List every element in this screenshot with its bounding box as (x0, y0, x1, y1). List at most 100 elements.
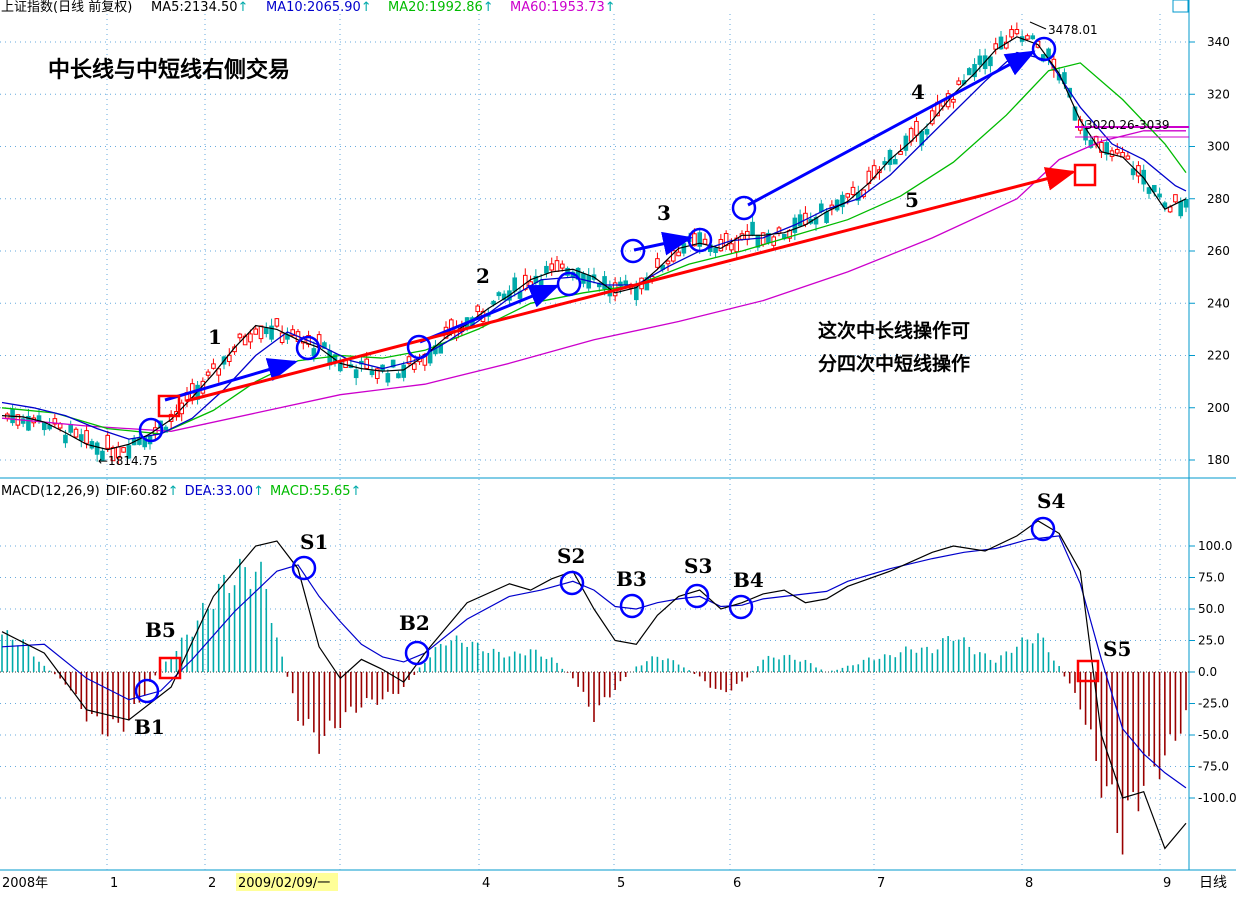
candle-body (100, 450, 105, 462)
high-price-label: 3478.01 (1048, 23, 1098, 37)
candle-body (840, 194, 845, 208)
candle-body (94, 442, 100, 455)
signal-label-b2: B2 (399, 611, 430, 635)
exit-square-long (1073, 163, 1097, 187)
candle-body (602, 276, 607, 289)
candle-body (977, 55, 983, 65)
candle-body (369, 370, 375, 376)
entry-circle-1 (138, 417, 164, 443)
candle-body (36, 415, 42, 421)
candle-body (512, 277, 518, 292)
candle-body (1162, 202, 1168, 208)
candle-body (121, 447, 126, 453)
month-label: 6 (733, 876, 741, 891)
candle-body (269, 325, 274, 340)
candle-body (211, 363, 216, 369)
month-label: 7 (877, 876, 885, 891)
candle-body (1030, 35, 1036, 40)
timeframe-label[interactable]: 日线 (1199, 875, 1227, 891)
entry-circle-2 (406, 334, 432, 360)
macd-circle-s3 (684, 583, 710, 609)
price-tick-label: 340 (1207, 35, 1230, 49)
candle-body (226, 354, 232, 362)
exit-circle-4 (1031, 36, 1057, 62)
signal-label-b1: B1 (134, 715, 165, 739)
macd-circle-s1 (291, 555, 317, 581)
arrow-trend-1 (164, 358, 298, 402)
price-tick-label: 240 (1207, 296, 1230, 310)
candle-body (966, 68, 972, 76)
candle-body (850, 186, 856, 196)
entry-circle-4 (731, 195, 757, 221)
candle-body (681, 243, 687, 254)
candle-body (290, 329, 296, 337)
panel-toggle-icon[interactable] (1172, 0, 1189, 13)
exit-circle-2 (556, 271, 582, 297)
candle-body (411, 363, 417, 370)
candle-body (20, 418, 26, 424)
header-index-name: 上证指数(日线 前复权) (1, 0, 132, 15)
candle-body (63, 434, 68, 444)
candle-body (892, 159, 898, 165)
price-tick-label: 200 (1207, 401, 1230, 415)
candle-body (374, 368, 380, 379)
dea-line (1, 535, 1187, 789)
candle-body (274, 318, 280, 327)
candle-body (559, 263, 565, 269)
candle-body (951, 98, 956, 103)
candle-body (713, 247, 718, 253)
price-y-axis: 180 200 220 240 260 280 300 320 340 (1189, 35, 1230, 467)
x-axis-highlight-date[interactable]: 2009/02/09/一 (238, 876, 330, 891)
candle-body (496, 292, 502, 297)
dif-line (1, 520, 1187, 850)
candle-body (1151, 184, 1157, 193)
macd-header: MACD(12,26,9) DIF:60.82↑ DEA:33.00↑ MACD:55… (1, 484, 361, 499)
macd-tick-label: -25.0 (1198, 697, 1229, 711)
candle-body (1146, 187, 1152, 194)
high-price-pointer (1029, 21, 1047, 30)
macd-tick-label: 0.0 (1198, 665, 1217, 679)
candle-body (544, 265, 549, 274)
candle-body (41, 422, 47, 431)
candle-body (818, 203, 824, 213)
candle-body (1125, 155, 1131, 160)
annotation-line-2: 分四次中短线操作 (818, 352, 970, 375)
price-tick-label: 320 (1207, 87, 1230, 101)
candle-body (1104, 142, 1110, 155)
candle-body (887, 149, 893, 165)
candle-body (137, 437, 142, 445)
candle-body (1173, 194, 1178, 203)
macd-tick-label: -50.0 (1198, 728, 1229, 742)
macd-tick-label: 25.0 (1198, 634, 1225, 648)
price-tick-label: 220 (1207, 349, 1230, 363)
entry-square-long (157, 394, 181, 418)
candle-body (311, 348, 317, 357)
candle-body (237, 333, 243, 339)
candle-body (581, 273, 586, 284)
candle-body (1009, 29, 1014, 38)
candle-body (406, 356, 412, 365)
candle-body (216, 368, 222, 376)
candle-body (1003, 41, 1009, 49)
macd-lines (1, 520, 1187, 850)
candle-body (665, 260, 671, 265)
candle-body (766, 232, 771, 243)
price-tick-label: 280 (1207, 192, 1230, 206)
chart-title: 中长线与中短线右侧交易 (48, 57, 290, 83)
candle-body (824, 211, 829, 223)
header-ma5: MA5:2134.50↑ (151, 0, 248, 15)
trend-number-3: 3 (657, 201, 671, 225)
x-axis-months: 1 2 4 5 6 7 8 9 (110, 876, 1171, 891)
candle-body (84, 430, 89, 444)
candle-body (253, 328, 259, 335)
candle-body (401, 364, 407, 378)
macd-tick-label: -100.0 (1198, 791, 1236, 805)
header-ma20: MA20:1992.86↑ (388, 0, 494, 15)
exit-circle-1 (295, 335, 321, 361)
candle-body (385, 373, 391, 383)
candle-body (633, 286, 639, 301)
month-label: 8 (1025, 876, 1033, 891)
candle-body (110, 447, 116, 462)
